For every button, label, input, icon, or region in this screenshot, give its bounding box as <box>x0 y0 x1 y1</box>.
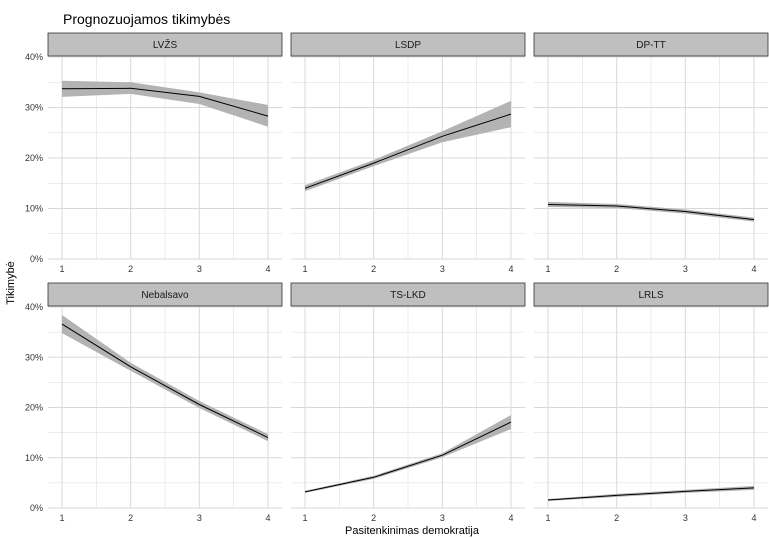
series-line <box>547 487 755 501</box>
facet-strip-label: DP-TT <box>636 40 665 51</box>
series-line <box>547 204 755 221</box>
facet-panel-2: DP-TT 1 2 3 4 <box>533 32 769 274</box>
y-tick-label: 30% <box>25 352 43 362</box>
x-tick-label: 4 <box>265 513 270 523</box>
facet-strip <box>47 32 283 57</box>
y-tick-label: 40% <box>25 302 43 312</box>
y-tick-label: 20% <box>25 153 43 163</box>
confidence-ribbon <box>62 315 268 442</box>
confidence-ribbon <box>548 201 754 222</box>
facet-strip <box>290 282 526 307</box>
x-tick-label: 4 <box>508 264 513 274</box>
y-tick-label: 0% <box>30 503 43 513</box>
facet-strip-label: LVŽS <box>153 38 178 51</box>
x-tick-label: 2 <box>614 264 619 274</box>
x-tick-label: 2 <box>371 513 376 523</box>
y-tick-label: 10% <box>25 453 43 463</box>
x-tick-label: 1 <box>302 264 307 274</box>
x-tick-label: 3 <box>440 513 445 523</box>
facet-strip-label: LSDP <box>395 40 421 51</box>
x-tick-label: 2 <box>371 264 376 274</box>
y-tick-label: 40% <box>25 52 43 62</box>
x-tick-label: 1 <box>59 264 64 274</box>
x-tick-label: 1 <box>59 513 64 523</box>
facet-strip-label: LRLS <box>638 290 663 301</box>
confidence-ribbon <box>62 80 268 127</box>
chart-title: Prognozuojamos tikimybės <box>63 11 230 27</box>
x-tick-label: 1 <box>545 513 550 523</box>
facet-strip-label: Nebalsavo <box>141 290 189 301</box>
facet-strip <box>47 282 283 307</box>
facet-panel-5: LRLS 1 2 3 4 <box>533 282 769 523</box>
facet-strip <box>533 282 769 307</box>
x-tick-label: 4 <box>751 513 756 523</box>
series-line <box>304 421 512 493</box>
x-tick-label: 2 <box>128 513 133 523</box>
x-tick-label: 2 <box>614 513 619 523</box>
y-tick-label: 10% <box>25 204 43 214</box>
x-tick-label: 3 <box>683 513 688 523</box>
x-tick-label: 3 <box>197 513 202 523</box>
x-tick-label: 4 <box>265 264 270 274</box>
series-line <box>61 323 269 439</box>
x-tick-label: 4 <box>508 513 513 523</box>
facet-panel-1: LSDP 1 2 3 4 <box>290 32 526 274</box>
x-tick-label: 3 <box>197 264 202 274</box>
x-axis-title: Pasitenkinimas demokratija <box>345 525 480 537</box>
facet-strip <box>533 32 769 57</box>
x-tick-label: 1 <box>545 264 550 274</box>
y-tick-label: 20% <box>25 403 43 413</box>
series-line <box>304 113 512 189</box>
facet-strip <box>290 32 526 57</box>
x-tick-label: 2 <box>128 264 133 274</box>
x-tick-label: 4 <box>751 264 756 274</box>
facet-strip-label: TS-LKD <box>390 290 426 301</box>
x-tick-label: 3 <box>440 264 445 274</box>
facet-panel-4: TS-LKD 1 2 3 4 <box>290 282 526 523</box>
y-axis-title: Tikimybė <box>5 261 17 305</box>
confidence-ribbon <box>305 100 511 192</box>
x-tick-label: 3 <box>683 264 688 274</box>
y-tick-label: 30% <box>25 103 43 113</box>
y-tick-label: 0% <box>30 254 43 264</box>
x-tick-label: 1 <box>302 513 307 523</box>
series-line <box>61 87 269 117</box>
